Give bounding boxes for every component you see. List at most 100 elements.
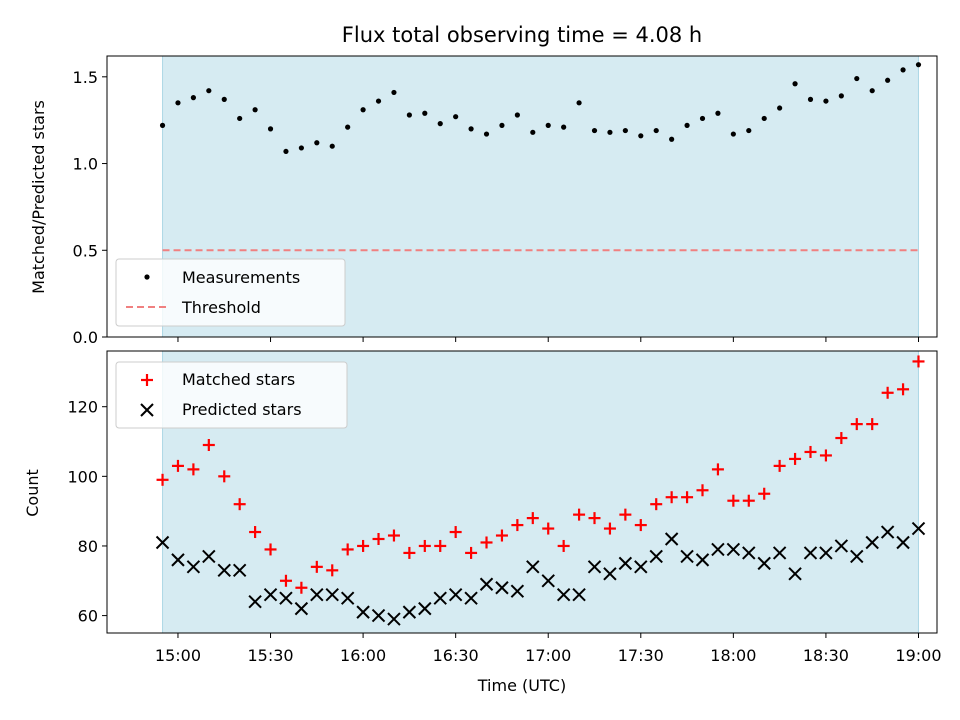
bottom-legend: Matched stars Predicted stars xyxy=(115,361,348,429)
measurement-point xyxy=(591,127,598,134)
matched-star-point xyxy=(218,470,231,483)
matched-star-point xyxy=(465,546,478,559)
legend-predicted-label: Predicted stars xyxy=(182,400,302,419)
measurement-point xyxy=(175,100,181,106)
predicted-star-point xyxy=(217,563,231,578)
legend-matched-label: Matched stars xyxy=(182,370,295,389)
matched-star-point xyxy=(449,526,462,539)
top-y-ticks: 0.0 0.5 1.0 1.5 xyxy=(73,68,107,347)
x-tick-label: 16:00 xyxy=(340,646,386,665)
matched-star-point xyxy=(634,519,647,532)
matched-star-point xyxy=(573,508,586,521)
measurement-point xyxy=(375,98,382,104)
predicted-star-point xyxy=(495,581,509,595)
matched-star-point xyxy=(326,564,339,577)
predicted-star-point xyxy=(757,556,771,571)
predicted-star-point xyxy=(865,535,879,550)
matched-star-point xyxy=(511,519,524,532)
measurement-point xyxy=(669,136,675,142)
top-legend: Measurements Threshold xyxy=(115,258,346,327)
matched-star-point xyxy=(557,539,570,552)
matched-star-point xyxy=(480,536,493,549)
bottom-y-tick-label: 80 xyxy=(78,537,98,556)
predicted-star-point xyxy=(803,546,818,560)
bottom-x-ticks: 15:00 15:30 16:00 16:30 17:00 17:30 18:00 18:30… xyxy=(155,633,942,665)
matched-star-point xyxy=(711,463,724,476)
measurement-point xyxy=(206,88,212,94)
predicted-star-point xyxy=(880,525,895,539)
predicted-star-point xyxy=(726,542,741,557)
matched-star-point xyxy=(526,512,539,525)
matched-star-point xyxy=(789,452,802,465)
matched-star-point xyxy=(434,539,447,552)
x-tick-label: 17:00 xyxy=(525,646,571,665)
matched-star-point xyxy=(758,487,771,500)
matched-star-point xyxy=(372,533,385,545)
measurement-point xyxy=(622,127,628,134)
measurement-point xyxy=(437,121,443,127)
predicted-star-point xyxy=(603,567,617,581)
matched-star-point xyxy=(418,539,431,552)
measurement-points xyxy=(159,62,922,155)
top-panel: 0.0 0.5 1.0 1.5 Matched/Predicted stars Mea… xyxy=(29,55,938,347)
measurement-point xyxy=(237,115,243,122)
bottom-y-axis-label: Count xyxy=(23,469,42,517)
measurement-point xyxy=(715,110,721,116)
top-y-axis-label: Matched/Predicted stars xyxy=(29,100,48,294)
bottom-axes-frame xyxy=(106,350,938,634)
top-y-tick-label: 1.0 xyxy=(73,155,98,174)
legend-measurements-label: Measurements xyxy=(182,268,300,287)
matched-star-point xyxy=(156,473,169,486)
matched-star-point xyxy=(850,418,863,431)
x-axis-label: Time (UTC) xyxy=(477,676,566,695)
measurement-point xyxy=(792,81,798,87)
predicted-star-point xyxy=(772,546,787,560)
measurement-point xyxy=(900,67,906,73)
measurement-point xyxy=(453,114,459,120)
legend-measurement-marker xyxy=(144,274,150,280)
bottom-y-ticks: 60 80 100 120 xyxy=(67,398,107,626)
measurement-point xyxy=(545,122,551,128)
matched-star-point xyxy=(665,491,678,504)
matched-star-point xyxy=(912,355,925,368)
predicted-star-point xyxy=(541,574,555,588)
measurement-point xyxy=(283,148,289,155)
x-tick-label: 18:00 xyxy=(710,646,756,665)
bottom-y-tick-label: 120 xyxy=(67,398,98,417)
predicted-star-point xyxy=(510,584,525,598)
matched-star-point xyxy=(295,581,308,594)
measurement-point xyxy=(854,75,860,82)
x-tick-label: 19:00 xyxy=(895,646,941,665)
matched-star-point xyxy=(696,484,709,497)
matched-star-point xyxy=(279,574,292,587)
predicted-star-point xyxy=(155,535,170,550)
measurement-point xyxy=(267,126,274,132)
bottom-panel: 60 80 100 120 15:00 15:30 16:00 16:30 17:00 17:3… xyxy=(23,350,942,695)
matched-star-point xyxy=(603,522,616,535)
matched-star-point xyxy=(264,543,277,556)
measurement-point xyxy=(746,127,752,134)
predicted-star-point xyxy=(325,587,339,602)
predicted-star-point xyxy=(649,549,663,564)
measurement-point xyxy=(638,133,644,139)
predicted-star-point xyxy=(711,542,725,557)
matched-star-point xyxy=(233,498,246,511)
predicted-star-point xyxy=(911,521,926,536)
predicted-star-point xyxy=(356,605,370,619)
matched-star-point xyxy=(542,522,555,535)
top-x-ticks xyxy=(177,337,919,342)
measurement-point xyxy=(329,143,335,149)
measurement-point xyxy=(468,126,474,132)
chart-title: Flux total observing time = 4.08 h xyxy=(342,23,702,47)
bottom-legend-box xyxy=(115,361,348,429)
predicted-star-point xyxy=(294,601,309,616)
measurement-point xyxy=(607,129,613,135)
predicted-star-point xyxy=(834,539,849,553)
bottom-y-tick-label: 60 xyxy=(78,607,98,626)
predicted-star-point xyxy=(850,549,864,564)
measurement-point xyxy=(391,89,397,96)
measurement-point xyxy=(422,110,428,116)
predicted-star-point xyxy=(695,553,710,567)
measurement-point xyxy=(530,129,536,135)
